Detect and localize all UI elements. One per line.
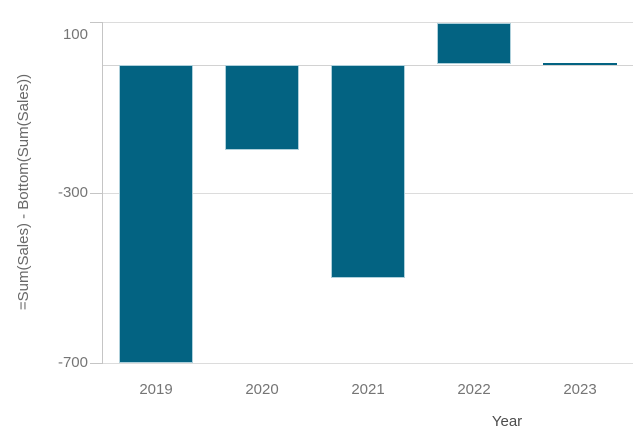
x-tick-label: 2021 — [351, 381, 385, 398]
y-axis-line — [102, 22, 103, 364]
x-tick-label: 2020 — [245, 381, 279, 398]
x-axis-title: Year — [491, 413, 523, 430]
x-tick-label: 2019 — [139, 381, 173, 398]
y-tick-mark — [90, 363, 103, 364]
bar-2020[interactable] — [225, 65, 299, 150]
y-tick-mark — [90, 22, 103, 23]
x-tick-label: 2023 — [563, 381, 597, 398]
bar-2023[interactable] — [543, 63, 617, 65]
x-tick-label: 2022 — [457, 381, 491, 398]
y-tick-label: -300 — [57, 184, 88, 201]
y-tick-label: -700 — [57, 354, 88, 371]
bar-2019[interactable] — [119, 65, 193, 363]
y-tick-label: 100 — [62, 26, 88, 43]
y-axis-title: =Sum(Sales) - Bottom(Sum(Sales)) — [15, 73, 32, 311]
y-tick-mark — [90, 193, 103, 194]
gridline — [103, 363, 633, 364]
gridline — [103, 22, 633, 23]
bar-2022[interactable] — [437, 23, 511, 64]
bar-2021[interactable] — [331, 65, 405, 278]
